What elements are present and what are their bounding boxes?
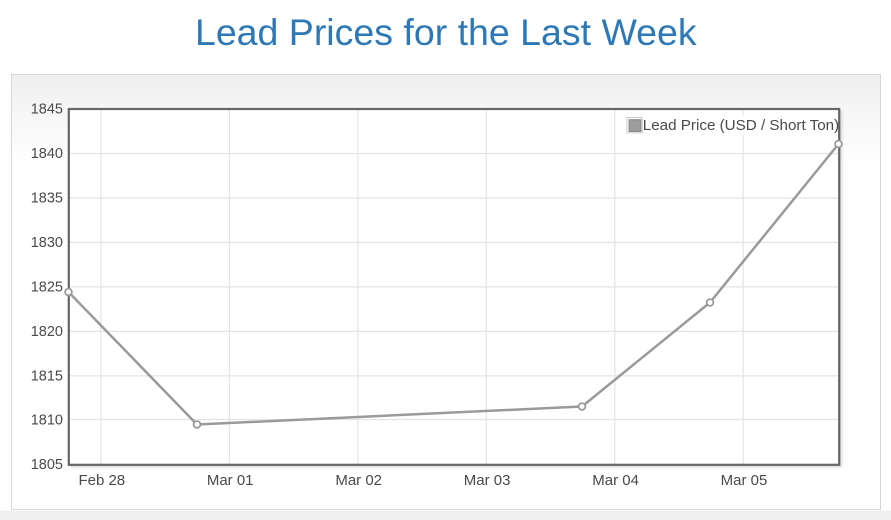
svg-text:1835: 1835: [31, 190, 63, 206]
svg-text:Lead Prices for the Last Week: Lead Prices for the Last Week: [195, 11, 697, 53]
svg-text:1825: 1825: [31, 279, 63, 295]
svg-text:1820: 1820: [31, 324, 63, 340]
svg-text:1830: 1830: [31, 235, 63, 251]
svg-text:1805: 1805: [31, 457, 63, 473]
svg-text:1840: 1840: [31, 146, 63, 162]
svg-text:Mar 01: Mar 01: [207, 472, 254, 489]
svg-text:1815: 1815: [31, 368, 63, 384]
svg-text:1810: 1810: [31, 413, 63, 429]
svg-text:1845: 1845: [31, 101, 63, 117]
svg-text:Lead Price (USD / Short Ton): Lead Price (USD / Short Ton): [643, 117, 839, 134]
svg-text:Mar 03: Mar 03: [464, 472, 511, 489]
svg-text:Feb 28: Feb 28: [78, 472, 125, 489]
svg-text:Mar 05: Mar 05: [721, 472, 768, 489]
svg-text:Mar 04: Mar 04: [592, 472, 639, 489]
svg-text:Mar 02: Mar 02: [335, 472, 382, 489]
